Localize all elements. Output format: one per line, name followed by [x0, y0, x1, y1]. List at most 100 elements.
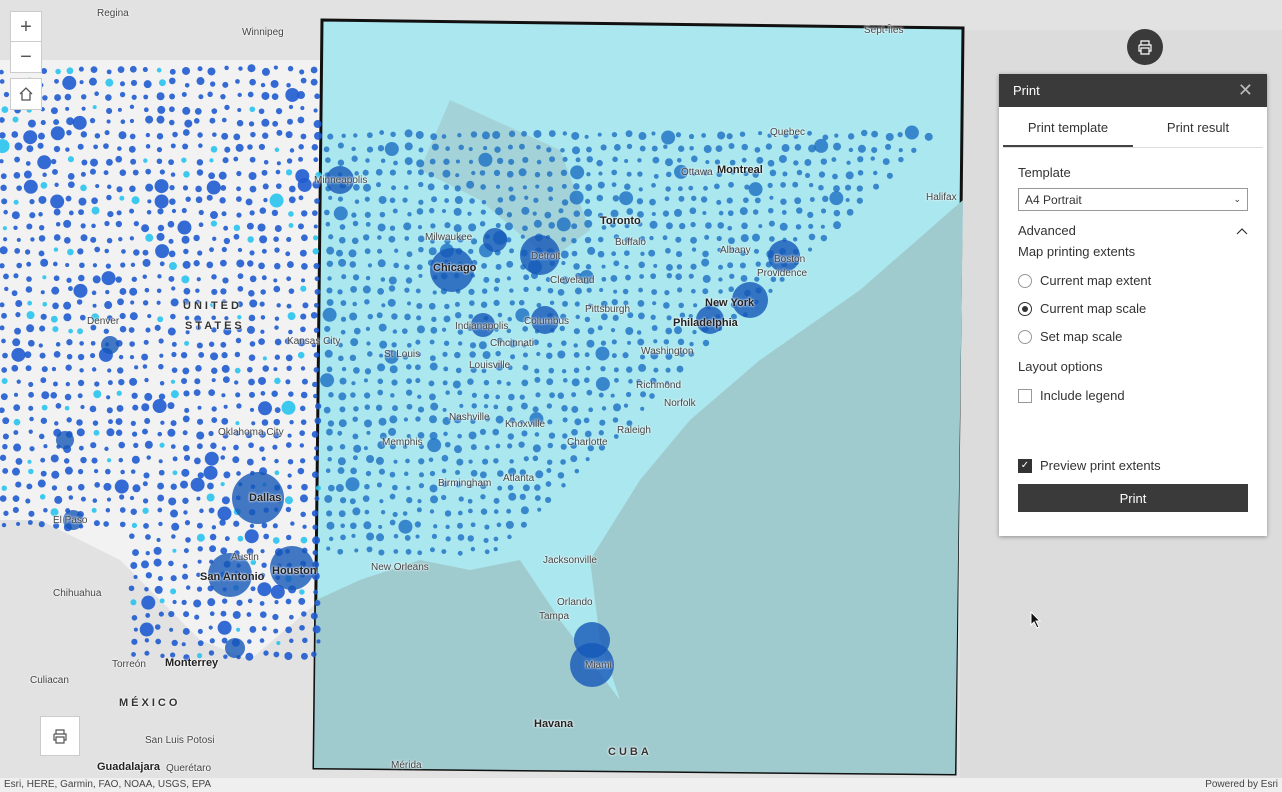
population-dot: [779, 276, 785, 282]
template-select[interactable]: A4 Portrait ⌄: [1018, 188, 1248, 211]
population-dot: [91, 223, 96, 229]
population-dot: [211, 367, 218, 374]
population-dot: [601, 313, 608, 321]
print-button[interactable]: Print: [1018, 484, 1248, 512]
population-dot: [302, 302, 309, 309]
population-dot: [519, 469, 527, 476]
population-dot: [898, 148, 903, 153]
population-dot: [2, 467, 9, 474]
population-dot: [182, 143, 189, 150]
printer-icon: [1138, 40, 1152, 55]
population-dot: [377, 223, 386, 232]
preview-extents-checkbox[interactable]: ✓ Preview print extents: [1018, 458, 1248, 473]
population-dot: [271, 390, 278, 398]
population-dot: [142, 428, 148, 435]
population-dot: [391, 342, 397, 348]
population-dot: [519, 394, 525, 400]
population-dot: [194, 315, 202, 323]
population-dot: [51, 366, 57, 372]
population-dot: [258, 262, 265, 270]
label-chihuahua: Chihuahua: [53, 588, 102, 599]
population-dot: [65, 147, 70, 152]
population-dot: [89, 352, 96, 359]
population-dot: [273, 431, 280, 439]
population-dot: [428, 171, 435, 178]
population-dot: [194, 457, 201, 465]
population-dot: [273, 367, 278, 372]
population-dot: [522, 484, 530, 492]
zoom-out-button[interactable]: −: [10, 41, 42, 73]
population-dot: [248, 314, 256, 322]
population-dot: [573, 343, 578, 348]
population-dot: [536, 302, 542, 308]
population-dot: [183, 654, 190, 661]
home-button[interactable]: [10, 78, 42, 110]
population-dot: [54, 94, 62, 102]
checkmark-icon: ✓: [1018, 458, 1032, 473]
population-dot: [50, 107, 58, 115]
population-dot: [130, 508, 137, 515]
population-dot: [94, 91, 99, 97]
population-dot: [676, 157, 682, 163]
zoom-in-button[interactable]: +: [10, 11, 42, 43]
population-dot: [106, 119, 111, 124]
population-dot: [405, 277, 413, 284]
powered-by[interactable]: Powered by Esri: [1205, 779, 1278, 790]
population-dot: [251, 421, 256, 426]
close-icon[interactable]: ✕: [1237, 80, 1253, 100]
population-dot: [350, 522, 357, 530]
radio-label: Current map extent: [1040, 273, 1152, 288]
print-widget-toggle[interactable]: [1127, 29, 1163, 65]
population-dot: [105, 94, 112, 101]
population-dot: [247, 366, 253, 373]
population-dot: [418, 482, 425, 489]
population-dot: [146, 455, 151, 460]
population-dot: [404, 534, 411, 541]
population-dot: [185, 196, 191, 202]
population-dot: [627, 312, 634, 319]
population-dot: [520, 234, 525, 239]
include-legend-checkbox[interactable]: Include legend: [1018, 388, 1248, 403]
population-dot: [748, 182, 763, 197]
population-dot: [547, 186, 554, 193]
tab-print-result[interactable]: Print result: [1166, 120, 1230, 135]
radio-current-map-scale[interactable]: Current map scale: [1018, 301, 1248, 316]
label-oklahomacity: Oklahoma City: [218, 427, 284, 438]
population-dot: [236, 471, 241, 476]
population-dot: [209, 117, 216, 124]
population-dot: [730, 169, 736, 175]
label-philadelphia: Philadelphia: [673, 317, 738, 329]
population-dot: [80, 496, 86, 502]
population-dot: [406, 169, 412, 175]
population-dot: [714, 159, 721, 165]
population-dot: [90, 442, 97, 449]
population-dot: [288, 196, 296, 204]
radio-set-map-scale[interactable]: Set map scale: [1018, 329, 1248, 344]
attribution-text[interactable]: Esri, HERE, Garmin, FAO, NOAA, USGS, EPA: [4, 779, 212, 790]
population-dot: [50, 315, 58, 323]
population-dot: [471, 392, 477, 398]
population-dot: [483, 276, 490, 283]
tab-print-template[interactable]: Print template: [1003, 111, 1133, 147]
population-dot: [274, 600, 279, 605]
population-dot: [545, 352, 553, 359]
print-expand-button[interactable]: [40, 716, 80, 756]
population-dot: [364, 299, 370, 305]
population-dot: [16, 237, 21, 243]
population-dot: [515, 308, 530, 323]
population-dot: [406, 378, 412, 385]
population-dot: [547, 287, 554, 294]
population-dot: [261, 562, 267, 568]
population-dot: [796, 169, 803, 176]
population-dot: [562, 156, 568, 162]
extents-label: Map printing extents: [1018, 244, 1136, 259]
population-dot: [54, 495, 63, 504]
population-dot: [2, 433, 9, 440]
population-dot: [141, 403, 150, 412]
population-dot: [156, 537, 161, 543]
advanced-toggle[interactable]: Advanced: [1018, 223, 1248, 238]
chevron-up-icon: [1236, 227, 1248, 234]
population-dot: [287, 473, 292, 478]
radio-current-map-extent[interactable]: Current map extent: [1018, 273, 1248, 288]
radio-label: Set map scale: [1040, 329, 1123, 344]
